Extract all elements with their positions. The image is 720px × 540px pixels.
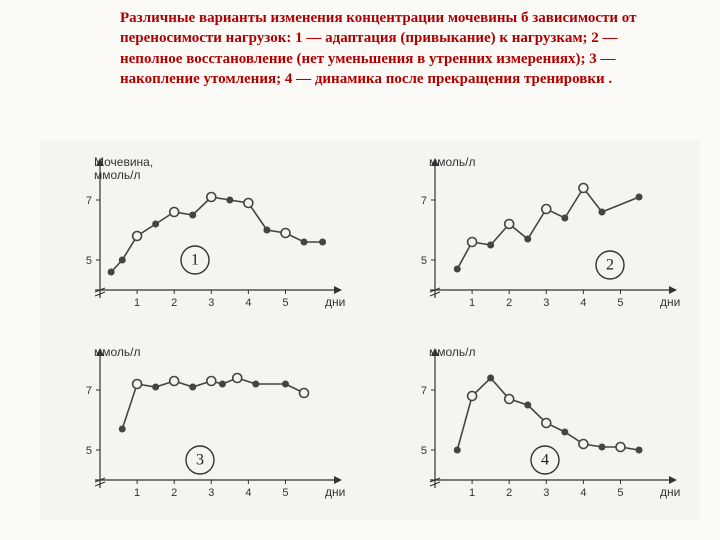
svg-text:Мочевина,: Мочевина, (94, 155, 153, 169)
svg-text:2: 2 (171, 297, 177, 309)
svg-text:ммоль/л: ммоль/л (429, 155, 476, 169)
charts-grid: 5712345Мочевина,ммоль/лдни1 5712345ммоль… (40, 140, 700, 520)
panel-1: 5 7 1 2 3 4 5 Мочевина,ммоль/л дни 1 (50, 150, 350, 320)
svg-text:4: 4 (541, 452, 549, 469)
svg-text:ммоль/л: ммоль/л (429, 345, 476, 359)
svg-text:4: 4 (580, 297, 586, 309)
svg-text:дни: дни (660, 485, 680, 499)
svg-text:5: 5 (421, 445, 427, 457)
svg-text:1: 1 (191, 252, 199, 269)
svg-text:4: 4 (245, 297, 251, 309)
svg-text:3: 3 (543, 297, 549, 309)
panel-2: 5 7 1 2 3 4 5 ммоль/л дни 2 (385, 150, 685, 320)
svg-text:дни: дни (660, 295, 680, 309)
svg-text:5: 5 (282, 487, 288, 499)
svg-text:4: 4 (580, 487, 586, 499)
svg-text:ммоль/л: ммоль/л (94, 168, 141, 182)
figure-caption: Различные варианты изменения концентраци… (120, 8, 680, 89)
svg-text:5: 5 (617, 487, 623, 499)
svg-text:3: 3 (196, 452, 204, 469)
svg-text:5: 5 (86, 255, 92, 267)
svg-text:1: 1 (134, 487, 140, 499)
svg-text:1: 1 (469, 297, 475, 309)
svg-text:7: 7 (86, 195, 92, 207)
svg-text:ммоль/л: ммоль/л (94, 345, 141, 359)
svg-text:дни: дни (325, 485, 345, 499)
svg-text:2: 2 (506, 487, 512, 499)
svg-text:1: 1 (469, 487, 475, 499)
svg-text:7: 7 (86, 385, 92, 397)
svg-text:2: 2 (606, 257, 614, 274)
svg-text:2: 2 (171, 487, 177, 499)
svg-text:1: 1 (134, 297, 140, 309)
svg-text:4: 4 (245, 487, 251, 499)
svg-text:5: 5 (421, 255, 427, 267)
svg-text:5: 5 (617, 297, 623, 309)
svg-text:5: 5 (86, 445, 92, 457)
panel-4: 5 7 1 2 3 4 5 ммоль/л дни 4 (385, 340, 685, 510)
svg-text:2: 2 (506, 297, 512, 309)
svg-text:7: 7 (421, 385, 427, 397)
svg-text:7: 7 (421, 195, 427, 207)
svg-text:3: 3 (208, 297, 214, 309)
svg-text:дни: дни (325, 295, 345, 309)
svg-text:3: 3 (543, 487, 549, 499)
panel-3: 5 7 1 2 3 4 5 ммоль/л дни 3 (50, 340, 350, 510)
svg-text:3: 3 (208, 487, 214, 499)
svg-text:5: 5 (282, 297, 288, 309)
